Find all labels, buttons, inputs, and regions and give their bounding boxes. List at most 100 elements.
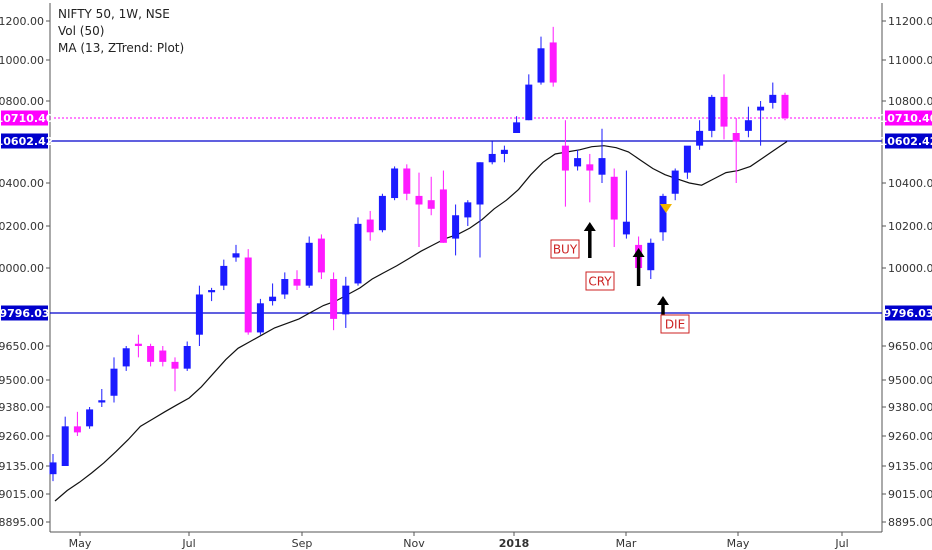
annotation-arrow-head: [583, 222, 596, 231]
y-tick-label-right: 9650.00: [888, 340, 932, 353]
candle-body: [244, 257, 252, 333]
current-price-badge-right-label: 10710.40: [880, 112, 932, 125]
x-tick-label: 2018: [499, 537, 530, 550]
candle-body: [269, 296, 277, 302]
y-tick-label-right: 8895.00: [888, 516, 932, 529]
candle: [525, 74, 533, 121]
candle: [183, 341, 191, 371]
candle: [134, 334, 142, 358]
y-tick-label-right: 9260.00: [888, 430, 932, 443]
candle: [683, 145, 691, 179]
candle: [49, 454, 57, 482]
candle: [744, 106, 752, 138]
candle-body: [610, 176, 618, 220]
candle-body: [281, 279, 289, 295]
candle-body: [757, 106, 765, 111]
annotation-box: [550, 239, 580, 259]
candle-body: [305, 242, 313, 286]
candle: [574, 149, 582, 171]
candle-body: [220, 265, 228, 286]
x-tick-label: Mar: [616, 537, 637, 550]
y-tick-label-left: 9380.00: [0, 401, 44, 414]
candle: [305, 236, 313, 288]
candle: [403, 164, 411, 201]
candle: [720, 74, 728, 140]
candle-body: [256, 303, 264, 333]
legend-moving-average: MA (13, ZTrend: Plot): [58, 41, 185, 55]
candle-body: [586, 164, 594, 171]
candle-body: [671, 170, 679, 194]
candle-body: [647, 242, 655, 271]
candle-body: [598, 158, 606, 175]
candle: [61, 416, 69, 466]
y-tick-label-right: 9500.00: [888, 374, 932, 387]
annotation-box: [585, 271, 615, 291]
candle-body: [781, 94, 789, 119]
candle-body: [110, 368, 118, 396]
y-tick-label-left: 9260.00: [0, 430, 44, 443]
candle: [549, 26, 557, 87]
candle-body: [73, 426, 81, 433]
annotation-label: CRY: [588, 275, 612, 289]
candle-body: [464, 202, 472, 218]
y-tick-label-left: 11200.00: [0, 15, 44, 28]
candle: [391, 166, 399, 201]
candle: [708, 94, 716, 138]
candle-body: [415, 195, 423, 205]
resistance-badge-right-label: 10602.42: [880, 135, 932, 148]
candle-body: [744, 120, 752, 131]
candle-body: [500, 149, 508, 154]
y-tick-label-left: 9500.00: [0, 374, 44, 387]
candle: [513, 116, 521, 133]
candle-body: [171, 361, 179, 369]
candle-body: [439, 189, 447, 243]
candle-body: [549, 42, 557, 83]
candle-body: [452, 215, 460, 239]
candle: [86, 407, 94, 429]
y-tick-label-left: 9650.00: [0, 340, 44, 353]
candle-body: [49, 462, 57, 475]
support-badge-left-label: 9796.03: [0, 307, 50, 320]
legend-volume: Vol (50): [58, 24, 105, 38]
candle: [208, 287, 216, 302]
candle: [281, 272, 289, 299]
annotation-arrow-head: [632, 248, 645, 257]
candle-body: [317, 238, 325, 273]
candle-body: [159, 350, 167, 362]
candle-body: [427, 200, 435, 209]
y-tick-label-right: 11000.00: [888, 54, 932, 67]
candle-body: [61, 426, 69, 466]
candle: [781, 92, 789, 121]
candle: [537, 36, 545, 85]
x-tick-label: Jul: [181, 537, 195, 550]
candle-body: [659, 195, 667, 233]
y-tick-label-right: 10800.00: [888, 95, 932, 108]
candle-body: [378, 195, 386, 231]
candle-body: [195, 294, 203, 335]
annotation-arrow-head: [657, 296, 669, 305]
candle: [464, 200, 472, 226]
y-tick-label-left: 10000.00: [0, 262, 44, 275]
candle: [330, 272, 338, 331]
candle-body: [208, 290, 216, 293]
candle-body: [476, 162, 484, 205]
candle-body: [708, 96, 716, 131]
candle: [378, 193, 386, 233]
candle-body: [561, 145, 569, 171]
candle: [293, 270, 301, 291]
x-tick-label: Nov: [403, 537, 425, 550]
support-badge-right-bg: [885, 305, 932, 321]
candle: [159, 346, 167, 367]
candle: [500, 145, 508, 163]
candle-body: [696, 130, 704, 146]
y-tick-label-left: 9015.00: [0, 488, 44, 501]
candle-body: [391, 168, 399, 199]
annotation-box: [660, 314, 690, 334]
candle: [561, 120, 569, 207]
chart-legend: NIFTY 50, 1W, NSE Vol (50) MA (13, ZTren…: [58, 6, 184, 57]
candle-body: [732, 132, 740, 142]
candle: [671, 168, 679, 201]
candle-body: [525, 84, 533, 121]
y-tick-label-left: 8895.00: [0, 516, 44, 529]
